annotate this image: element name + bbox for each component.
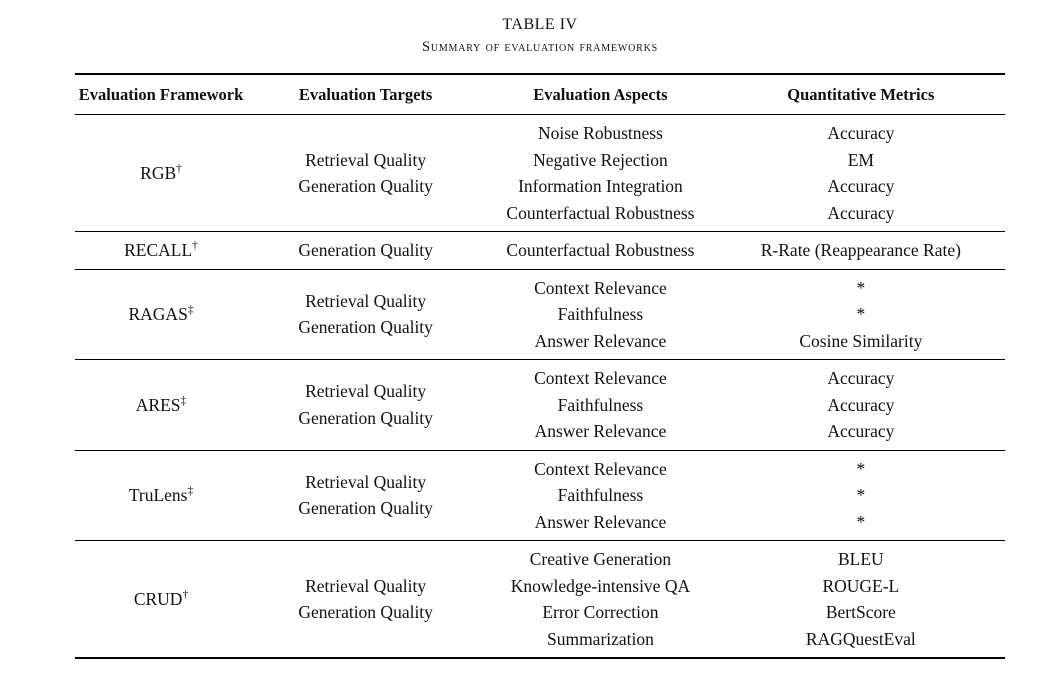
metrics-cell: Accuracy EM Accuracy Accuracy	[717, 115, 1005, 232]
metric-line: *	[856, 277, 866, 298]
metric-line: Cosine Similarity	[799, 330, 923, 351]
metric-line: Accuracy	[827, 123, 895, 143]
metric-line: Accuracy	[827, 202, 895, 223]
metrics-cell: * * *	[717, 450, 1005, 541]
metrics-cell: * * Cosine Similarity	[717, 269, 1005, 360]
framework-name: RAGAS	[128, 304, 188, 324]
target-line: Generation Quality	[298, 602, 433, 622]
aspects-cell: Context Relevance Faithfulness Answer Re…	[484, 360, 717, 451]
aspect-line: Answer Relevance	[534, 421, 667, 441]
aspect-line: Counterfactual Robustness	[506, 240, 695, 260]
aspect-line: Context Relevance	[534, 368, 667, 388]
aspects-cell: Counterfactual Robustness	[484, 232, 717, 270]
metric-line: R-Rate (Reappearance Rate)	[760, 240, 961, 260]
table-number: TABLE IV	[502, 16, 578, 33]
target-line: Retrieval Quality	[305, 575, 427, 596]
target-line: Retrieval Quality	[305, 471, 427, 492]
framework-cell: TruLens‡	[75, 450, 247, 541]
targets-cell: Retrieval Quality Generation Quality	[247, 360, 484, 451]
dagger-mark: †	[176, 162, 182, 175]
double-dagger-mark: ‡	[187, 304, 194, 317]
aspect-line: Summarization	[546, 628, 654, 649]
metric-line: Accuracy	[827, 176, 895, 196]
target-line: Generation Quality	[298, 317, 433, 338]
double-dagger-mark: ‡	[180, 394, 187, 407]
target-line: Generation Quality	[298, 407, 433, 428]
metric-line: *	[856, 511, 866, 532]
aspect-line: Faithfulness	[557, 394, 644, 415]
col-header-evaluation-framework: Evaluation Framework	[75, 74, 248, 115]
table-row-crud: CRUD† Retrieval Quality Generation Quali…	[75, 541, 1005, 659]
aspect-line: Negative Rejection	[533, 149, 668, 170]
targets-cell: Retrieval Quality Generation Quality	[247, 541, 484, 659]
framework-name: ARES	[135, 394, 181, 415]
framework-name: RECALL	[124, 240, 193, 260]
target-line: Retrieval Quality	[305, 381, 427, 402]
framework-cell: ARES‡	[75, 360, 247, 451]
framework-name: TruLens	[128, 485, 188, 505]
table-row-ragas: RAGAS‡ Retrieval Quality Generation Qual…	[75, 269, 1005, 360]
col-header-evaluation-aspects: Evaluation Aspects	[484, 74, 717, 115]
aspects-cell: Noise Robustness Negative Rejection Info…	[484, 115, 717, 232]
dagger-mark: †	[182, 588, 189, 601]
framework-name: CRUD	[133, 588, 183, 609]
target-line: Generation Quality	[298, 240, 433, 260]
metric-line: *	[856, 304, 866, 324]
aspects-cell: Creative Generation Knowledge-intensive …	[484, 541, 717, 659]
double-dagger-mark: ‡	[187, 485, 194, 498]
aspect-line: Counterfactual Robustness	[506, 202, 695, 223]
aspects-cell: Context Relevance Faithfulness Answer Re…	[484, 450, 717, 541]
target-line: Retrieval Quality	[305, 149, 427, 170]
metric-line: BertScore	[825, 602, 896, 622]
aspect-line: Context Relevance	[534, 277, 667, 298]
aspect-line: Answer Relevance	[534, 330, 667, 351]
framework-name: RGB	[140, 162, 177, 183]
header-row: Evaluation Framework Evaluation Targets …	[75, 74, 1005, 115]
metric-line: Accuracy	[827, 368, 895, 388]
metrics-cell: Accuracy Accuracy Accuracy	[717, 360, 1005, 451]
table-caption: TABLE IV Summary of evaluation framework…	[75, 15, 1005, 56]
aspect-line: Answer Relevance	[534, 511, 667, 532]
aspect-line: Noise Robustness	[537, 123, 663, 143]
framework-cell: RECALL†	[75, 232, 247, 270]
metric-line: RAGQuestEval	[805, 628, 916, 649]
metric-line: Accuracy	[827, 394, 895, 415]
aspect-line: Context Relevance	[534, 458, 667, 479]
aspects-cell: Context Relevance Faithfulness Answer Re…	[484, 269, 717, 360]
aspect-line: Error Correction	[542, 602, 659, 622]
metrics-cell: R-Rate (Reappearance Rate)	[717, 232, 1005, 270]
aspect-line: Knowledge-intensive QA	[510, 575, 691, 596]
metric-line: *	[856, 485, 866, 505]
aspect-line: Creative Generation	[529, 549, 672, 569]
col-header-evaluation-targets: Evaluation Targets	[247, 74, 485, 115]
table-title: Summary of evaluation frameworks	[421, 39, 659, 55]
dagger-mark: †	[192, 240, 198, 253]
metrics-cell: BLEU ROUGE-L BertScore RAGQuestEval	[717, 541, 1005, 659]
target-line: Generation Quality	[298, 176, 433, 196]
col-header-quantitative-metrics: Quantitative Metrics	[716, 74, 1005, 115]
table-row-trulens: TruLens‡ Retrieval Quality Generation Qu…	[75, 450, 1005, 541]
aspect-line: Faithfulness	[557, 485, 644, 505]
targets-cell: Generation Quality	[247, 232, 484, 270]
targets-cell: Retrieval Quality Generation Quality	[247, 269, 484, 360]
metric-line: BLEU	[837, 549, 884, 569]
table-row-rgb: RGB† Retrieval Quality Generation Qualit…	[75, 115, 1005, 232]
metric-line: ROUGE-L	[822, 575, 900, 596]
targets-cell: Retrieval Quality Generation Quality	[247, 115, 484, 232]
evaluation-frameworks-table: Evaluation Framework Evaluation Targets …	[75, 73, 1005, 659]
target-line: Retrieval Quality	[305, 290, 427, 311]
target-line: Generation Quality	[298, 498, 433, 519]
aspect-line: Information Integration	[518, 176, 683, 196]
framework-cell: CRUD†	[75, 541, 247, 659]
framework-cell: RAGAS‡	[75, 269, 247, 360]
table-figure: TABLE IV Summary of evaluation framework…	[75, 0, 1005, 659]
metric-line: EM	[847, 149, 874, 170]
targets-cell: Retrieval Quality Generation Quality	[247, 450, 484, 541]
aspect-line: Faithfulness	[557, 304, 644, 324]
table-row-recall: RECALL† Generation Quality Counterfactua…	[75, 232, 1005, 270]
metric-line: Accuracy	[827, 421, 895, 441]
metric-line: *	[856, 458, 866, 479]
table-row-ares: ARES‡ Retrieval Quality Generation Quali…	[75, 360, 1005, 451]
framework-cell: RGB†	[75, 115, 247, 232]
